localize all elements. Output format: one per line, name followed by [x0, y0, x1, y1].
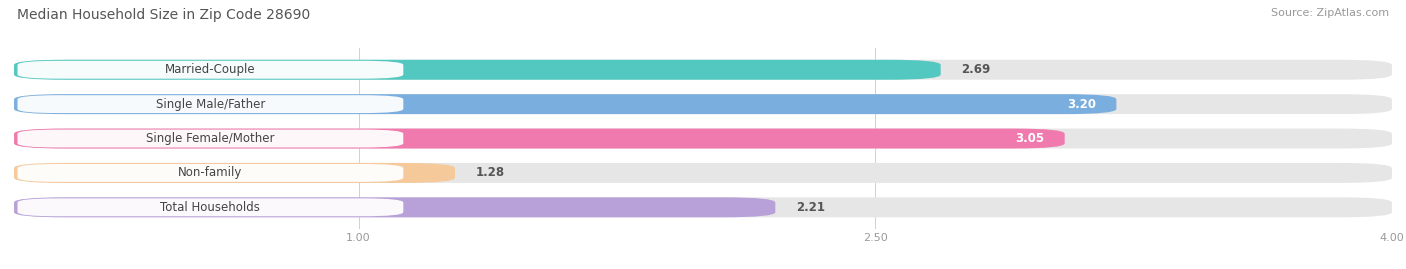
Text: 2.69: 2.69: [962, 63, 991, 76]
FancyBboxPatch shape: [17, 95, 404, 113]
FancyBboxPatch shape: [17, 198, 404, 216]
FancyBboxPatch shape: [14, 94, 1392, 114]
FancyBboxPatch shape: [14, 60, 941, 80]
FancyBboxPatch shape: [14, 60, 1392, 80]
Text: Married-Couple: Married-Couple: [165, 63, 256, 76]
Text: Non-family: Non-family: [179, 167, 243, 179]
FancyBboxPatch shape: [14, 163, 1392, 183]
FancyBboxPatch shape: [14, 163, 456, 183]
Text: Median Household Size in Zip Code 28690: Median Household Size in Zip Code 28690: [17, 8, 311, 22]
Text: Single Female/Mother: Single Female/Mother: [146, 132, 274, 145]
FancyBboxPatch shape: [14, 129, 1392, 148]
FancyBboxPatch shape: [17, 164, 404, 182]
FancyBboxPatch shape: [17, 61, 404, 79]
Text: Total Households: Total Households: [160, 201, 260, 214]
FancyBboxPatch shape: [14, 197, 1392, 217]
FancyBboxPatch shape: [14, 129, 1064, 148]
Text: 3.20: 3.20: [1067, 98, 1095, 111]
FancyBboxPatch shape: [14, 197, 775, 217]
Text: Source: ZipAtlas.com: Source: ZipAtlas.com: [1271, 8, 1389, 18]
FancyBboxPatch shape: [14, 94, 1116, 114]
FancyBboxPatch shape: [17, 130, 404, 147]
Text: 3.05: 3.05: [1015, 132, 1045, 145]
Text: 2.21: 2.21: [796, 201, 825, 214]
Text: 1.28: 1.28: [475, 167, 505, 179]
Text: Single Male/Father: Single Male/Father: [156, 98, 266, 111]
